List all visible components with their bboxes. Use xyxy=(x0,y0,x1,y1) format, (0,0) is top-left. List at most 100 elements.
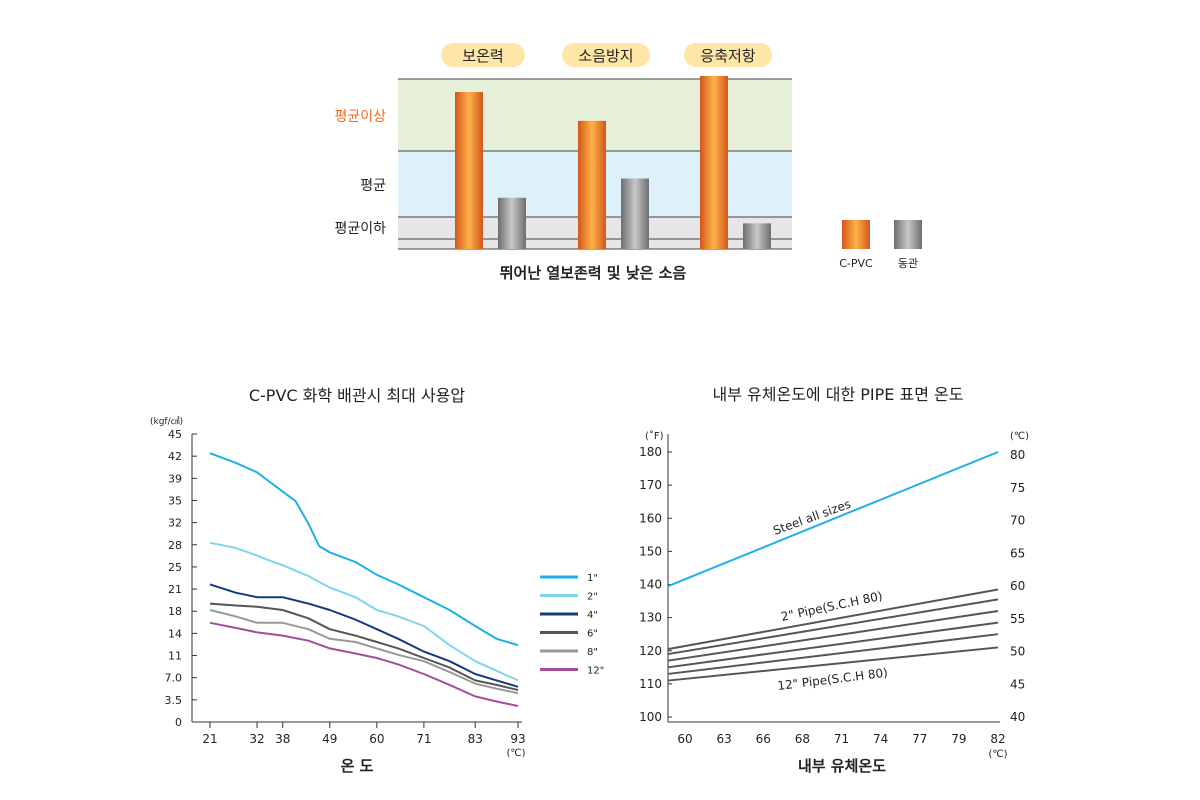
pressure-series-line-4 xyxy=(209,583,519,688)
pressure-xtick-label-6: 83 xyxy=(468,732,483,746)
surface-left-ytick-1: 110 xyxy=(639,677,662,691)
pressure-y-unit: (kgf/㎠) xyxy=(150,416,183,427)
pressure-line-chart: C-PVC 화학 배관시 최대 사용압 (kgf/㎠) 0 3.5 7.0 11 14 1… xyxy=(150,386,604,775)
bar-cpvc-1 xyxy=(578,120,606,249)
label-steel-all-sizes: Steel all sizes xyxy=(771,497,852,538)
pressure-xtick-label-4: 60 xyxy=(369,732,384,746)
bar-chart-xlabel: 뛰어난 열보존력 및 낮은 소음 xyxy=(500,264,687,282)
surface-xtick-label-7: 79 xyxy=(951,732,966,746)
label-12in-pipe: 12" Pipe(S.C.H 80) xyxy=(777,666,889,693)
category-pill-2 xyxy=(684,43,772,67)
pressure-chart-title: C-PVC 화학 배관시 최대 사용압 xyxy=(249,386,466,405)
pressure-xtick-label-7: 93 xyxy=(510,732,525,746)
surface-series-line-3 xyxy=(667,610,999,662)
bar-copper-1 xyxy=(621,178,649,249)
surface-left-ytick-0: 100 xyxy=(639,710,662,724)
surface-xtick-label-1: 63 xyxy=(716,732,731,746)
pressure-ytick-label-13: 45 xyxy=(168,428,182,441)
pressure-legend-label-2: 2" xyxy=(587,592,598,603)
pressure-legend-label-1: 1" xyxy=(587,573,598,584)
pressure-ytick-label-7: 25 xyxy=(168,561,182,574)
level-label-below: 평균이하 xyxy=(334,221,386,237)
surface-left-ytick-8: 180 xyxy=(639,445,662,459)
pressure-ytick-label-0: 0 xyxy=(175,716,182,729)
pressure-x-unit: (℃) xyxy=(506,748,525,759)
surface-xtick-label-6: 77 xyxy=(912,732,927,746)
surface-left-ytick-7: 170 xyxy=(639,478,662,492)
surface-left-ytick-4: 140 xyxy=(639,578,662,592)
pressure-legend-label-8: 8" xyxy=(587,647,598,658)
surface-right-ytick-1: 45 xyxy=(1010,677,1025,691)
bar-cpvc-0 xyxy=(455,92,483,249)
surface-right-ytick-0: 40 xyxy=(1010,710,1025,724)
surface-x-unit: (℃) xyxy=(988,749,1007,760)
pressure-ytick-label-5: 18 xyxy=(168,605,182,618)
surface-y-unit-left: (˚F) xyxy=(645,430,664,442)
surface-right-ytick-3: 55 xyxy=(1010,612,1025,626)
surface-left-ytick-5: 150 xyxy=(639,544,662,558)
surface-x-label: 내부 유체온도 xyxy=(798,757,886,775)
category-pill-1 xyxy=(562,43,650,67)
bar-cpvc-2 xyxy=(700,76,728,249)
pressure-ytick-label-12: 42 xyxy=(168,450,182,463)
pressure-legend-label-12: 12" xyxy=(587,666,604,677)
pressure-legend-label-6: 6" xyxy=(587,629,598,640)
surface-xtick-label-2: 66 xyxy=(756,732,771,746)
category-pill-0 xyxy=(441,43,525,67)
surface-series-line-2 xyxy=(667,598,999,656)
pressure-legend-label-4: 4" xyxy=(587,610,598,621)
category-label-2: 응축저항 xyxy=(700,47,755,65)
surface-chart-title: 내부 유체온도에 대한 PIPE 표면 온도 xyxy=(713,385,964,404)
surface-series-line-steelallsizes xyxy=(667,451,999,588)
pressure-xtick-label-1: 32 xyxy=(249,732,264,746)
surface-xtick-label-5: 74 xyxy=(873,732,888,746)
pressure-xtick-label-5: 71 xyxy=(416,732,431,746)
category-label-0: 보온력 xyxy=(462,47,503,65)
legend-label-cpvc: C-PVC xyxy=(839,257,873,270)
bar-copper-2 xyxy=(743,223,771,249)
surface-series-line-2pipesch80 xyxy=(667,588,999,651)
surface-temp-line-chart: 내부 유체온도에 대한 PIPE 표면 온도 (˚F) (℃) 100 110 12… xyxy=(639,385,1029,775)
surface-right-ytick-5: 65 xyxy=(1010,546,1025,560)
surface-right-ytick-7: 75 xyxy=(1010,481,1025,495)
pressure-ytick-label-11: 39 xyxy=(168,472,182,485)
level-label-average: 평균 xyxy=(360,178,386,194)
pressure-xtick-label-2: 38 xyxy=(275,732,290,746)
pressure-ytick-label-9: 32 xyxy=(168,517,182,530)
pressure-xtick-label-0: 21 xyxy=(202,732,217,746)
surface-left-ytick-3: 130 xyxy=(639,611,662,625)
surface-series-line-5 xyxy=(667,633,999,675)
pressure-ytick-label-3: 11 xyxy=(168,650,182,663)
legend-swatch-copper xyxy=(894,220,922,249)
category-label-1: 소음방지 xyxy=(578,47,633,65)
surface-left-ytick-2: 120 xyxy=(639,644,662,658)
pressure-series-line-6 xyxy=(209,602,519,691)
bar-copper-0 xyxy=(498,197,526,249)
surface-series-line-4 xyxy=(667,621,999,669)
pressure-ytick-label-2: 7.0 xyxy=(165,672,183,685)
surface-right-ytick-6: 70 xyxy=(1010,514,1025,528)
surface-xtick-label-8: 82 xyxy=(990,732,1005,746)
pressure-ytick-label-8: 28 xyxy=(168,539,182,552)
pressure-xtick-label-3: 49 xyxy=(322,732,337,746)
pressure-series-line-12 xyxy=(209,621,519,707)
legend-label-copper: 동관 xyxy=(898,257,918,270)
pressure-ytick-label-6: 21 xyxy=(168,583,182,596)
surface-right-ytick-4: 60 xyxy=(1010,579,1025,593)
pressure-ytick-label-4: 14 xyxy=(168,627,182,640)
surface-right-ytick-2: 50 xyxy=(1010,645,1025,659)
level-label-above: 평균이상 xyxy=(334,109,386,125)
pressure-ytick-label-10: 35 xyxy=(168,494,182,507)
surface-xtick-label-3: 68 xyxy=(795,732,810,746)
surface-xtick-label-0: 60 xyxy=(677,732,692,746)
surface-series-line-12pipesch80 xyxy=(667,646,999,682)
legend-swatch-cpvc xyxy=(842,220,870,249)
pressure-series-line-8 xyxy=(209,609,519,695)
comparison-bar-chart: 평균이상 평균 평균이하 보온력 소음방지 응축저항 뛰어난 열보존력 및 낮은 소… xyxy=(334,43,922,282)
surface-y-unit-right: (℃) xyxy=(1010,431,1029,442)
surface-xtick-label-4: 71 xyxy=(834,732,849,746)
pressure-x-label: 온 도 xyxy=(341,757,374,775)
pressure-ytick-label-1: 3.5 xyxy=(165,694,183,707)
pressure-series-line-2 xyxy=(209,541,519,682)
